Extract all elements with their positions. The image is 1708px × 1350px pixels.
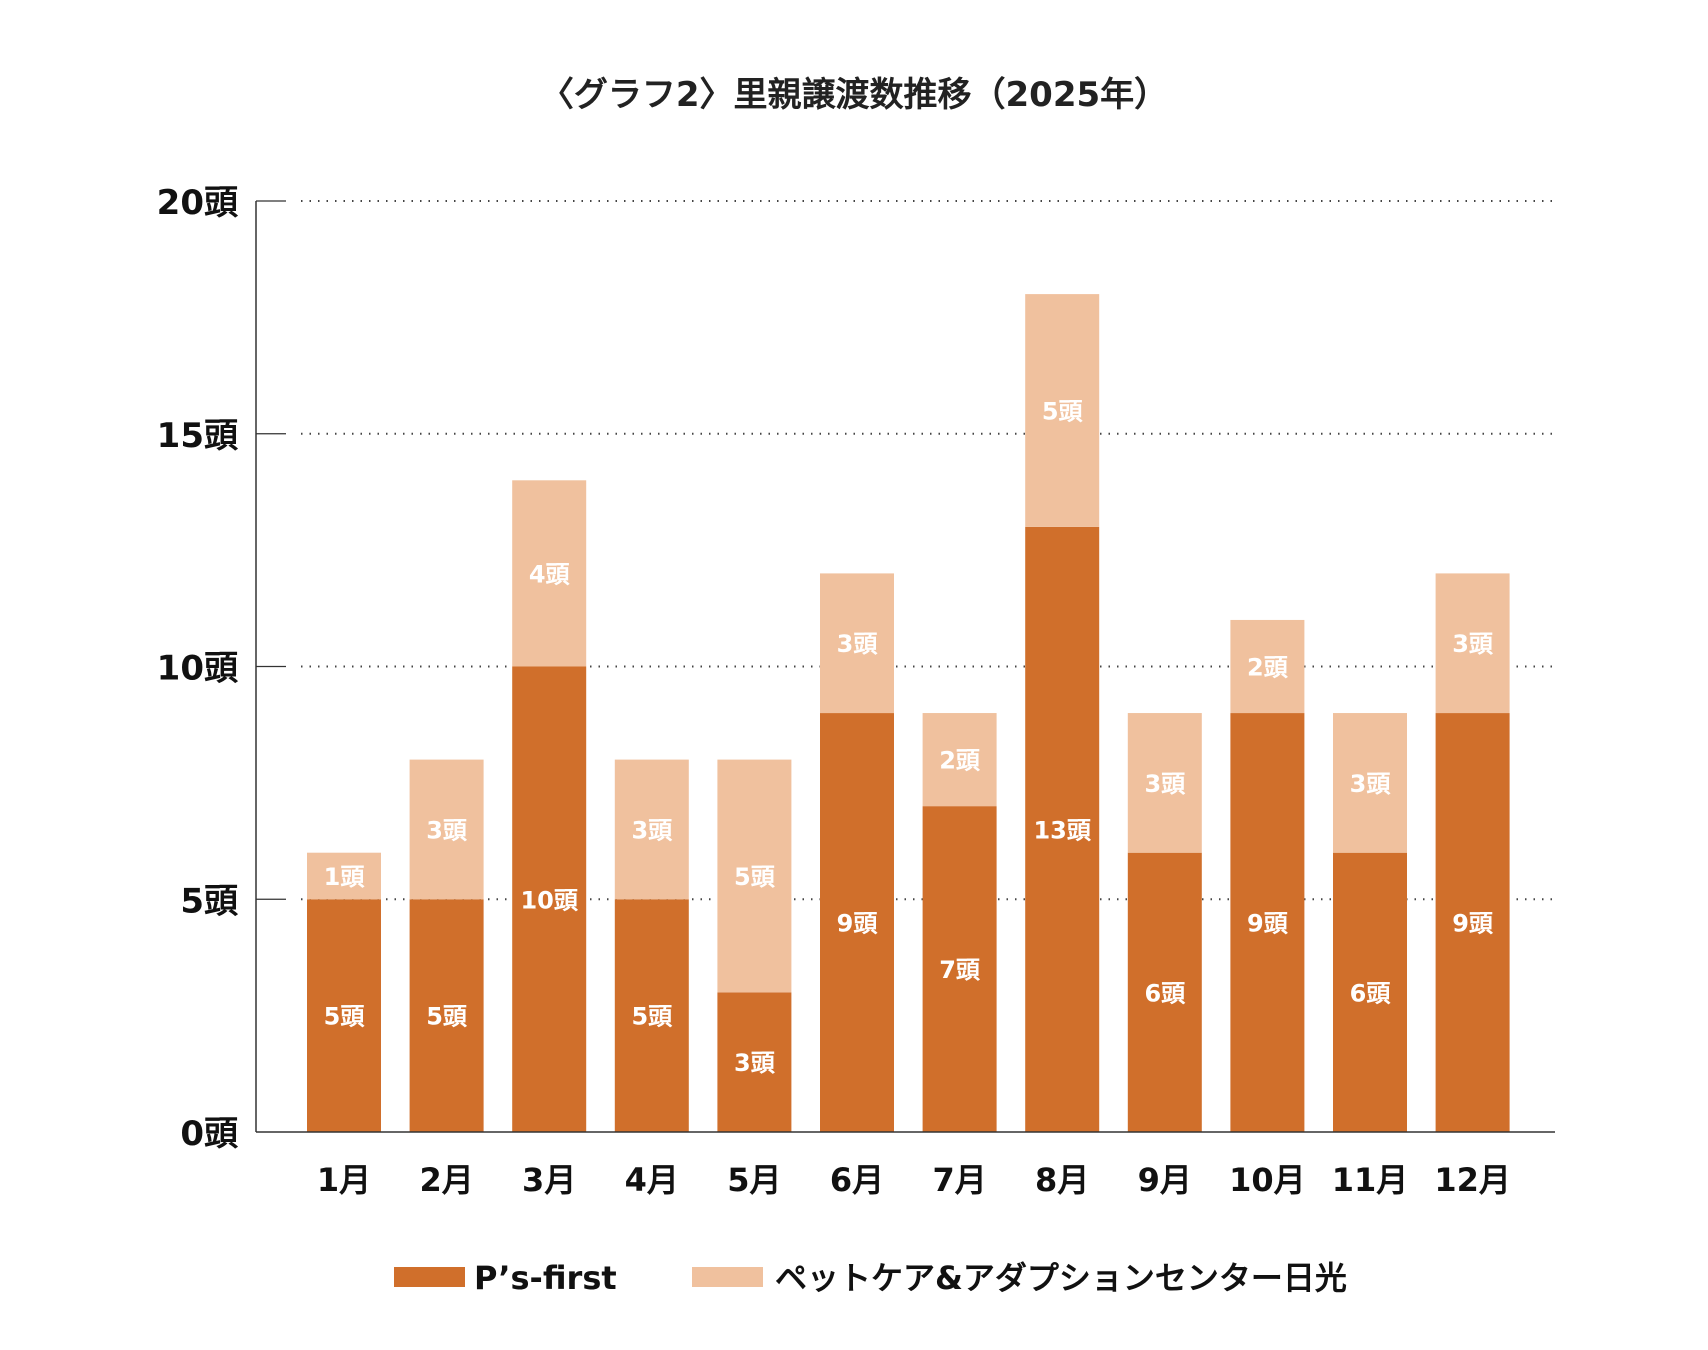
data-label: 9頭 (837, 910, 879, 938)
data-label: 9頭 (1247, 910, 1289, 938)
data-label: 5頭 (1042, 397, 1084, 425)
x-tick-label: 10月 (1229, 1161, 1306, 1199)
bar-nikko-11 (1333, 713, 1407, 853)
bar-ps-first-5 (717, 992, 792, 1132)
x-tick-label: 9月 (1138, 1161, 1192, 1199)
data-label: 3頭 (631, 816, 673, 844)
chart-title: 〈グラフ2〉里親譲渡数推移（2025年） (540, 75, 1168, 115)
bar-nikko-7 (922, 713, 997, 807)
bar-nikko-9 (1127, 713, 1202, 853)
data-label: 9頭 (1452, 910, 1494, 938)
bar-nikko-5 (717, 759, 792, 993)
data-label: 5頭 (324, 1003, 366, 1031)
bar-ps-first-8 (1025, 526, 1100, 1132)
bar-nikko-3 (512, 480, 587, 667)
x-tick-label: 2月 (419, 1161, 473, 1199)
x-tick-label: 7月 (932, 1161, 986, 1199)
data-label: 5頭 (426, 1003, 468, 1031)
x-tick-label: 5月 (727, 1161, 781, 1199)
legend-label: P’s-first (474, 1259, 617, 1297)
data-label: 7頭 (939, 956, 981, 984)
x-tick-label: 6月 (830, 1161, 884, 1199)
bar-nikko-12 (1435, 573, 1510, 714)
bar-nikko-10 (1230, 619, 1305, 714)
bar-nikko-1 (307, 852, 381, 900)
data-label: 3頭 (1452, 630, 1494, 658)
bar-ps-first-11 (1333, 852, 1407, 1132)
y-tick-label: 0頭 (180, 1114, 239, 1154)
data-label: 3頭 (426, 816, 468, 844)
x-tick-label: 3月 (522, 1161, 576, 1199)
data-label: 3頭 (1350, 770, 1392, 798)
legend-swatch (394, 1267, 465, 1287)
data-label: 2頭 (939, 747, 981, 775)
bar-ps-first-12 (1435, 713, 1510, 1132)
y-tick-label: 5頭 (180, 881, 239, 921)
legend-label: ペットケア&アダプションセンター日光 (775, 1259, 1347, 1297)
bar-ps-first-3 (512, 666, 587, 1132)
bar-ps-first-2 (409, 899, 484, 1132)
data-label: 1頭 (324, 863, 366, 891)
data-label: 5頭 (734, 863, 776, 891)
bar-nikko-4 (614, 759, 689, 900)
bar-nikko-2 (409, 759, 484, 900)
x-tick-label: 12月 (1434, 1161, 1511, 1199)
x-tick-label: 1月 (317, 1161, 371, 1199)
bar-ps-first-9 (1127, 852, 1202, 1132)
data-label: 3頭 (1144, 770, 1186, 798)
y-tick-label: 15頭 (157, 416, 239, 456)
bar-ps-first-4 (614, 899, 689, 1132)
y-tick-label: 10頭 (157, 649, 239, 689)
bar-ps-first-1 (307, 899, 381, 1132)
data-label: 4頭 (529, 560, 571, 588)
bar-ps-first-10 (1230, 713, 1305, 1132)
data-label: 3頭 (734, 1049, 776, 1077)
data-label: 6頭 (1144, 979, 1186, 1007)
data-label: 5頭 (631, 1003, 673, 1031)
data-label: 10頭 (520, 886, 578, 914)
data-label: 13頭 (1033, 816, 1091, 844)
legend-swatch (692, 1267, 763, 1287)
y-tick-label: 20頭 (157, 183, 239, 223)
bar-ps-first-6 (820, 713, 894, 1132)
data-label: 6頭 (1350, 979, 1392, 1007)
x-tick-label: 11月 (1332, 1161, 1409, 1199)
x-tick-label: 8月 (1035, 1161, 1089, 1199)
bar-nikko-6 (820, 573, 894, 714)
bar-ps-first-7 (922, 806, 997, 1132)
bar-nikko-8 (1025, 294, 1100, 527)
data-label: 3頭 (837, 630, 879, 658)
x-tick-label: 4月 (625, 1161, 679, 1199)
data-label: 2頭 (1247, 654, 1289, 682)
